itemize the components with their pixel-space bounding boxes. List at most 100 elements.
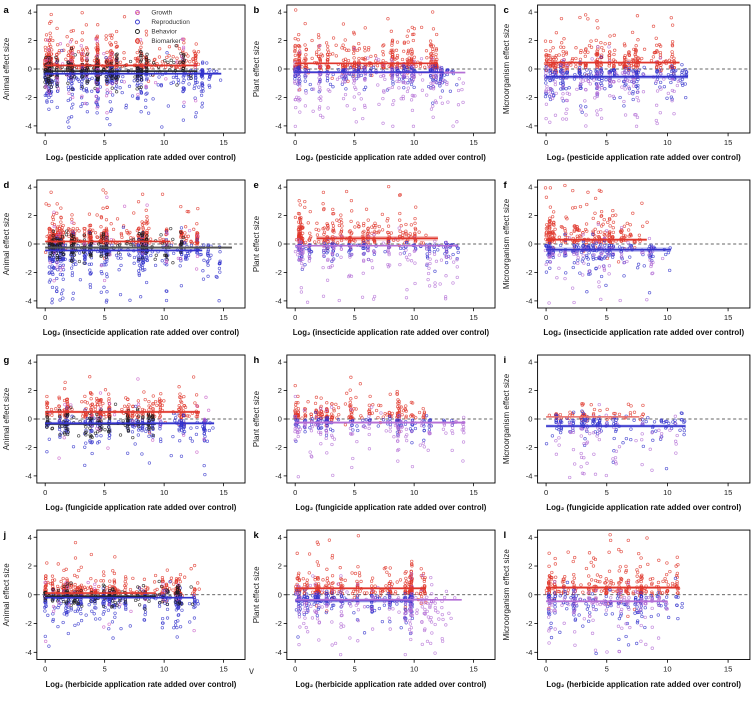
x-axis-label: Log₂ (herbicide application rate added o… <box>296 680 487 689</box>
x-tick-label: 15 <box>219 313 227 322</box>
y-tick-label: 0 <box>28 415 32 424</box>
growth-points <box>293 226 459 304</box>
growth-points <box>48 195 200 283</box>
y-tick-label: -2 <box>275 619 282 628</box>
y-tick-label: -2 <box>526 619 533 628</box>
panel-k-chart: k Plant effect size Log₂ (herbicide applic… <box>252 529 496 689</box>
legend-label: Reproduction <box>151 19 190 26</box>
y-tick-label: 4 <box>278 533 282 542</box>
y-axis-label: Animal effect size <box>2 212 11 275</box>
x-tick-label: 0 <box>43 488 47 497</box>
panel-letter: h <box>253 355 259 366</box>
y-tick-label: 4 <box>528 533 532 542</box>
panel-l-chart: l Microorganism effect size Log₂ (herbicid… <box>502 529 751 689</box>
growth-points <box>44 37 198 115</box>
y-axis-label: Microorganism effect size <box>502 549 511 641</box>
y-axis: -4 -2 0 2 4 <box>25 533 37 657</box>
legend-label: Behavior <box>151 29 177 36</box>
y-axis-label: Plant effect size <box>252 40 261 97</box>
y-tick-label: -4 <box>275 121 282 130</box>
panel-letter: c <box>504 5 510 16</box>
x-axis: 0 5 10 15 <box>43 483 228 497</box>
y-tick-label: 4 <box>528 8 532 17</box>
x-tick-label: 5 <box>605 313 609 322</box>
y-tick-label: 2 <box>28 562 32 571</box>
x-axis: 0 5 10 15 <box>43 659 228 674</box>
legend-label: Growth <box>151 10 172 17</box>
x-tick-label: 10 <box>410 488 418 497</box>
y-tick-label: -4 <box>526 297 533 306</box>
y-tick-label: 4 <box>28 533 32 542</box>
x-tick-label: 15 <box>469 488 477 497</box>
y-tick-label: -4 <box>526 472 533 481</box>
panel-i: i Microorganism effect size Log₂ (fungicid… <box>500 350 755 525</box>
x-tick-label: 15 <box>469 138 477 147</box>
x-tick-label: 5 <box>103 665 107 674</box>
y-tick-label: -4 <box>526 122 533 131</box>
y-axis: -4 -2 0 2 4 <box>25 183 37 305</box>
y-axis: -4 -2 0 2 4 <box>25 8 37 130</box>
panel-i-chart: i Microorganism effect size Log₂ (fungicid… <box>502 354 751 512</box>
y-axis-label: Microorganism effect size <box>502 373 511 464</box>
x-axis: 0 5 10 15 <box>293 133 478 147</box>
x-tick-label: 10 <box>410 665 418 674</box>
x-tick-label: 5 <box>103 488 107 497</box>
y-tick-label: -4 <box>25 296 32 305</box>
x-tick-label: 10 <box>410 138 418 147</box>
panel-l: l Microorganism effect size Log₂ (herbicid… <box>500 525 755 702</box>
x-axis: 0 5 10 15 <box>293 659 478 674</box>
growth-points <box>43 580 196 643</box>
x-tick-label: 10 <box>160 665 168 674</box>
x-tick-label: 0 <box>43 665 47 674</box>
panel-letter: e <box>253 180 258 191</box>
y-tick-label: 0 <box>528 65 532 74</box>
x-tick-label: 5 <box>353 488 357 497</box>
x-axis-label: Log₂ (pesticide application rate added o… <box>547 153 741 162</box>
x-tick-label: 0 <box>544 665 548 674</box>
biomarker-points <box>544 533 681 618</box>
x-tick-label: 10 <box>663 665 671 674</box>
y-tick-label: -4 <box>275 648 282 657</box>
x-tick-label: 5 <box>103 313 107 322</box>
y-axis: -4 -2 0 2 4 <box>275 533 287 657</box>
x-axis-label: Log₂ (fungicide application rate added o… <box>296 503 487 512</box>
x-axis-label: Log₂ (insecticide application rate added… <box>43 328 240 337</box>
y-axis: -4 -2 0 2 4 <box>526 358 538 481</box>
y-tick-label: 4 <box>28 8 32 17</box>
panel-letter: k <box>253 530 259 541</box>
x-axis-label: Log₂ (herbicide application rate added o… <box>546 680 741 689</box>
y-tick-label: 4 <box>28 358 32 367</box>
panel-letter: j <box>2 530 6 541</box>
x-tick-label: 0 <box>293 665 297 674</box>
x-tick-label: 10 <box>160 488 168 497</box>
y-tick-label: 2 <box>28 36 32 45</box>
y-tick-label: 2 <box>528 386 532 395</box>
panel-letter: l <box>504 530 507 541</box>
y-tick-label: 0 <box>278 65 282 74</box>
y-tick-label: -4 <box>25 121 32 130</box>
x-tick-label: 15 <box>219 138 227 147</box>
y-tick-label: -4 <box>25 648 32 657</box>
y-axis-label: Plant effect size <box>252 566 261 623</box>
x-tick-label: 0 <box>293 488 297 497</box>
x-tick-label: 5 <box>605 488 609 497</box>
y-tick-label: 0 <box>278 415 282 424</box>
panel-c: c Microorganism effect size Log₂ (pesticid… <box>500 0 755 175</box>
panel-e: e Plant effect size Log₂ (insecticide appl… <box>250 175 500 350</box>
panel-g: g Animal effect size Log₂ (fungicide appli… <box>0 350 250 525</box>
y-tick-label: 4 <box>28 183 32 192</box>
legend-marker-behavior-icon <box>135 29 140 34</box>
x-tick-label: 5 <box>353 313 357 322</box>
y-axis: -4 -2 0 2 4 <box>526 533 538 657</box>
y-tick-label: 2 <box>28 211 32 220</box>
y-tick-label: -2 <box>275 443 282 452</box>
panel-h: h Plant effect size Log₂ (fungicide applic… <box>250 350 500 525</box>
y-tick-label: 4 <box>528 183 532 192</box>
y-tick-label: 2 <box>528 36 532 45</box>
y-tick-label: 0 <box>528 415 532 424</box>
y-tick-label: 4 <box>278 183 282 192</box>
x-axis: 0 5 10 15 <box>544 308 732 322</box>
growth-points <box>544 44 681 128</box>
x-axis-label: Log₂ (pesticide application rate added o… <box>296 153 486 162</box>
y-axis-label: Animal effect size <box>2 37 11 100</box>
